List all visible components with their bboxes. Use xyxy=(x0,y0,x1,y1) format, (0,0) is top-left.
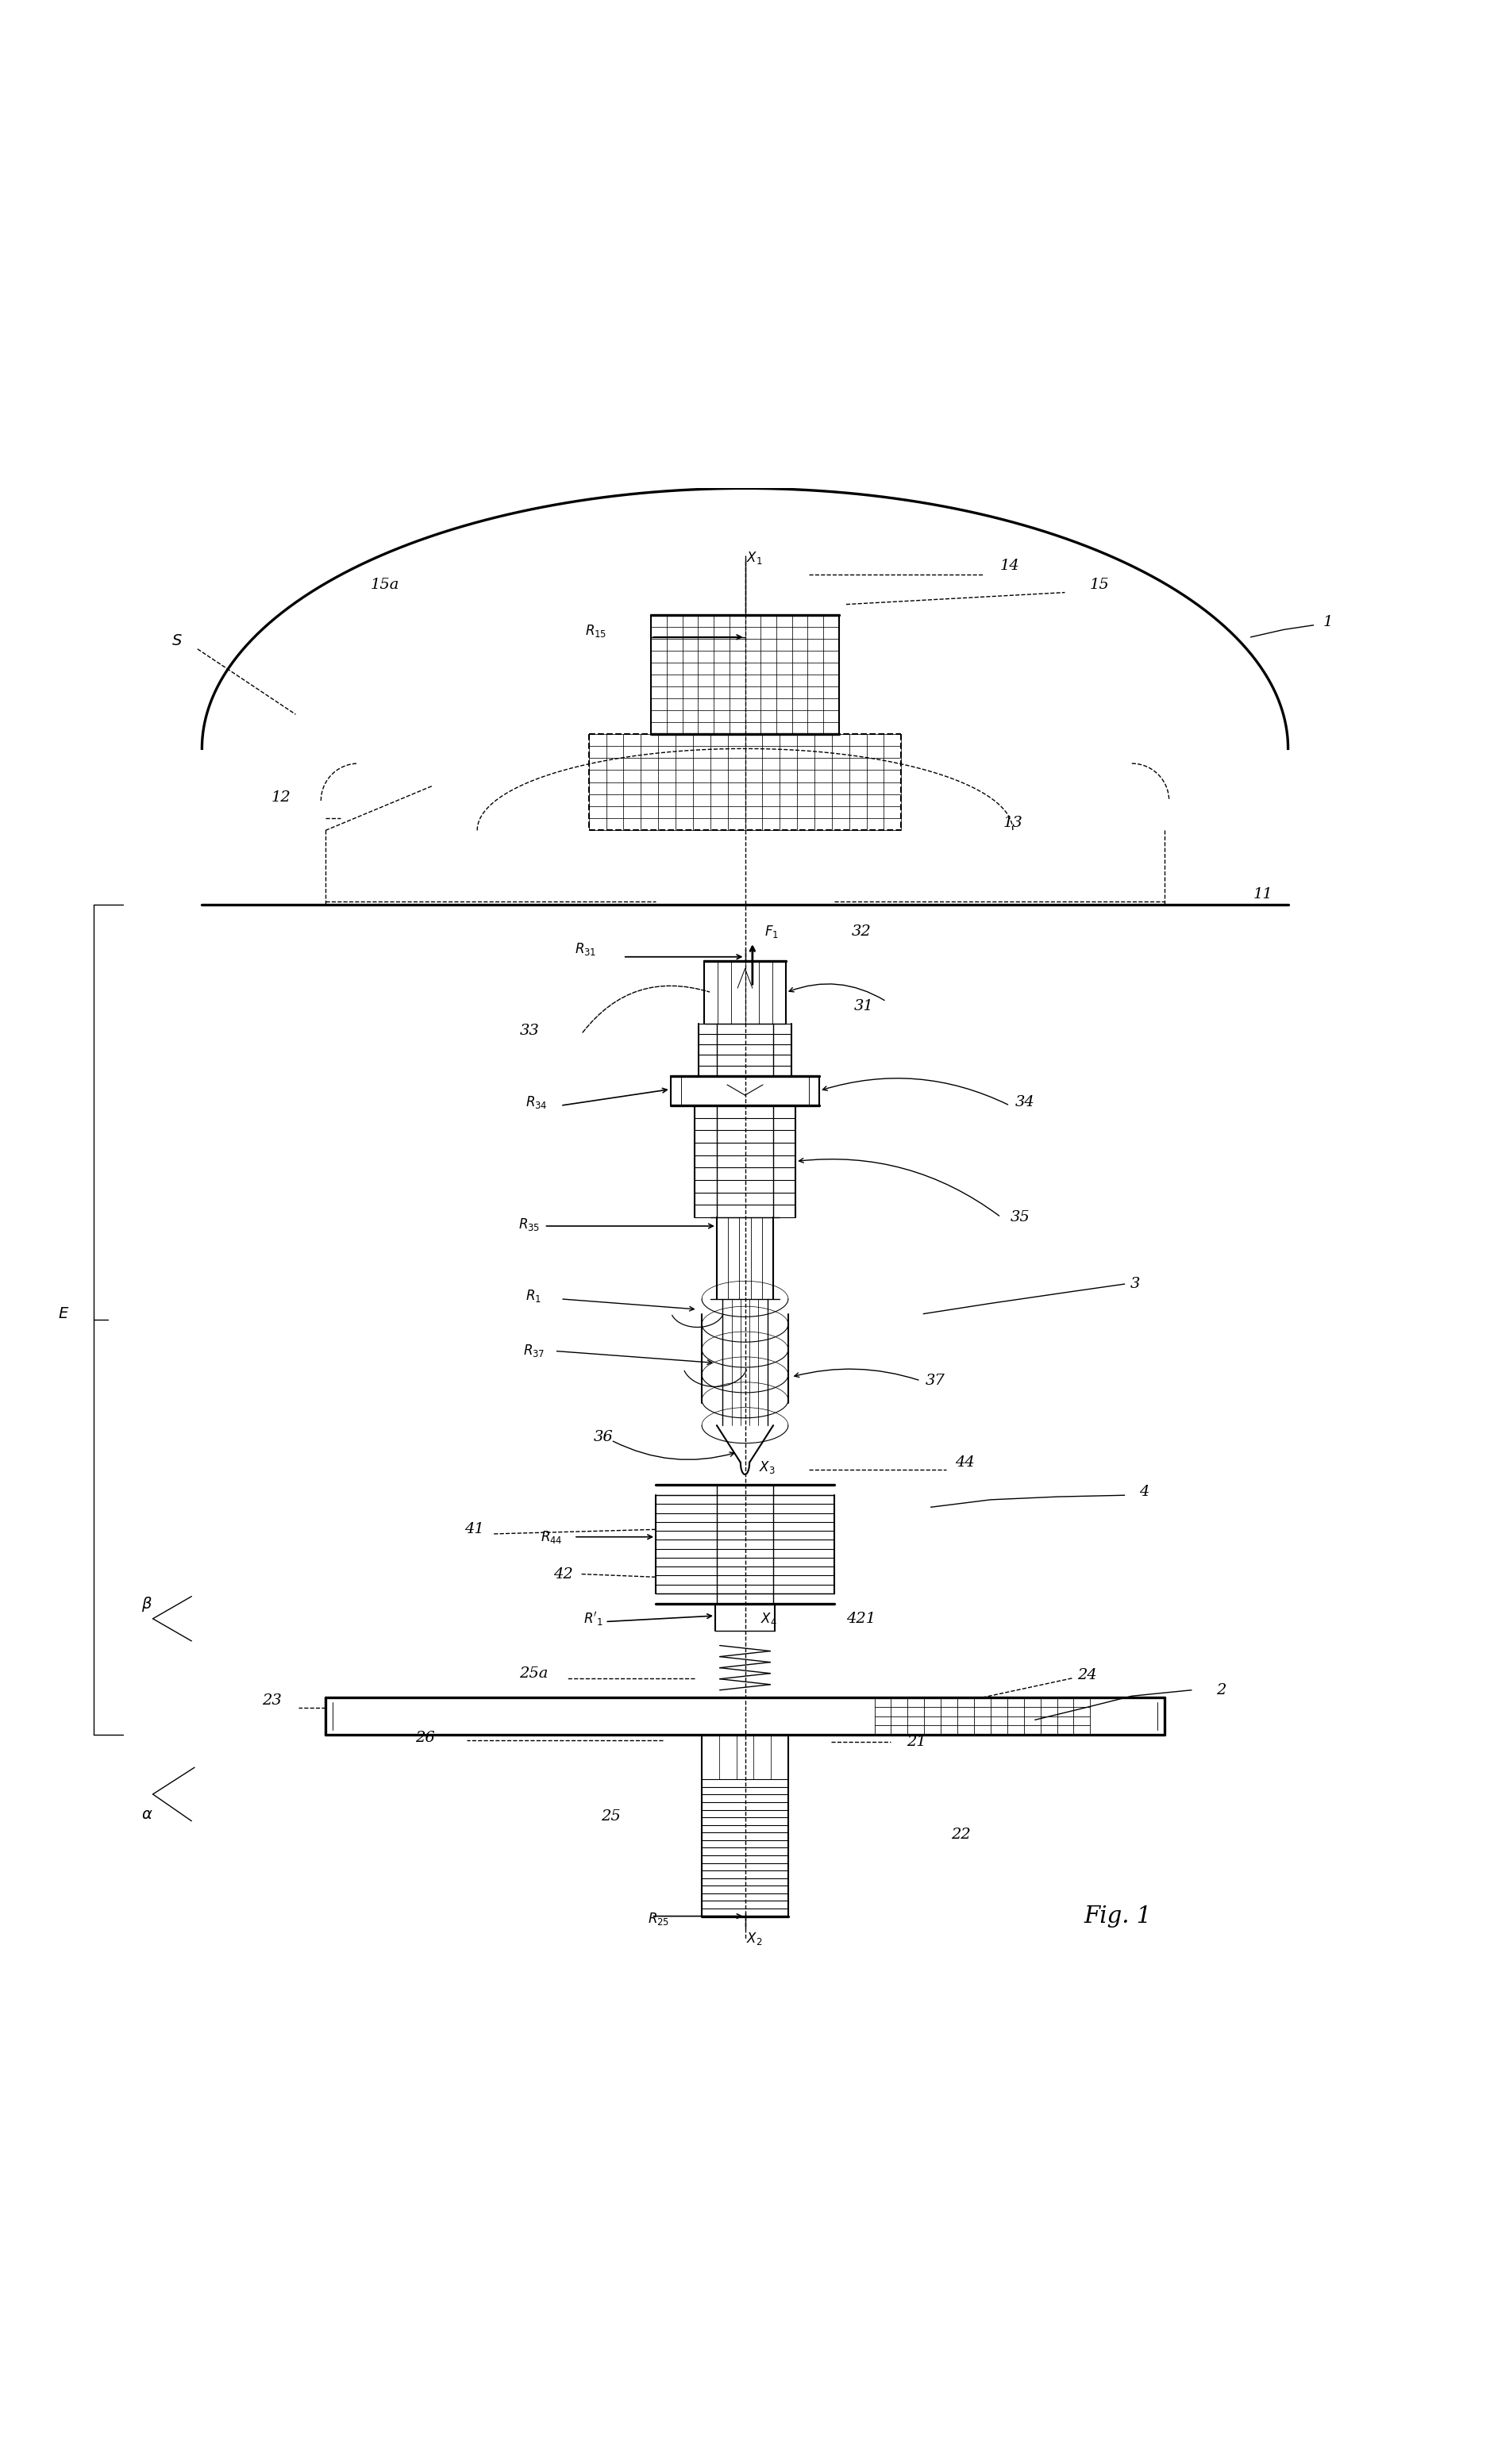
Text: 36: 36 xyxy=(595,1429,614,1444)
Text: $\beta$: $\beta$ xyxy=(142,1594,152,1614)
Text: 44: 44 xyxy=(955,1456,974,1469)
Text: $R_{25}$: $R_{25}$ xyxy=(648,1912,669,1927)
Text: 34: 34 xyxy=(1015,1096,1034,1109)
Text: $X_4$: $X_4$ xyxy=(760,1611,778,1626)
Text: $R_{15}$: $R_{15}$ xyxy=(586,623,606,638)
Text: $F_1$: $F_1$ xyxy=(764,924,779,939)
Text: 42: 42 xyxy=(554,1567,574,1582)
Text: 32: 32 xyxy=(851,924,870,939)
Text: 22: 22 xyxy=(951,1828,970,1841)
Text: 14: 14 xyxy=(1000,559,1019,572)
Text: 37: 37 xyxy=(925,1372,945,1387)
Text: 15a: 15a xyxy=(371,579,399,591)
Text: 31: 31 xyxy=(854,998,873,1013)
Text: 26: 26 xyxy=(416,1730,435,1745)
Text: 421: 421 xyxy=(846,1611,876,1626)
Text: $S$: $S$ xyxy=(171,633,182,648)
Text: 1: 1 xyxy=(1323,616,1334,628)
Text: 21: 21 xyxy=(906,1735,925,1749)
Text: $R_1$: $R_1$ xyxy=(526,1289,542,1303)
Text: $R_{34}$: $R_{34}$ xyxy=(526,1094,548,1111)
Text: $X_3$: $X_3$ xyxy=(758,1459,775,1476)
Text: 35: 35 xyxy=(1010,1210,1030,1225)
Text: $X_1$: $X_1$ xyxy=(746,549,761,567)
Text: 4: 4 xyxy=(1138,1486,1149,1501)
Text: $X_2$: $X_2$ xyxy=(746,1929,761,1947)
Text: 23: 23 xyxy=(262,1693,282,1708)
Text: 3: 3 xyxy=(1129,1276,1140,1291)
Text: $R_{44}$: $R_{44}$ xyxy=(541,1530,563,1545)
Text: 13: 13 xyxy=(1003,816,1022,830)
Text: $R_{31}$: $R_{31}$ xyxy=(575,941,596,958)
Text: $E$: $E$ xyxy=(58,1306,69,1321)
Text: 11: 11 xyxy=(1253,887,1272,902)
Text: Fig. 1: Fig. 1 xyxy=(1085,1905,1152,1927)
Text: 2: 2 xyxy=(1216,1683,1226,1698)
Text: $R_{35}$: $R_{35}$ xyxy=(519,1217,539,1232)
Text: 25a: 25a xyxy=(520,1666,548,1680)
Text: 33: 33 xyxy=(520,1025,539,1037)
Text: 41: 41 xyxy=(465,1523,484,1538)
Text: $R_{37}$: $R_{37}$ xyxy=(523,1343,545,1360)
Text: 15: 15 xyxy=(1089,579,1109,591)
Text: 12: 12 xyxy=(271,791,291,806)
Text: $\alpha$: $\alpha$ xyxy=(142,1809,152,1823)
Text: 25: 25 xyxy=(602,1809,621,1823)
Text: 24: 24 xyxy=(1077,1668,1097,1683)
Text: $R'_1$: $R'_1$ xyxy=(583,1609,603,1626)
